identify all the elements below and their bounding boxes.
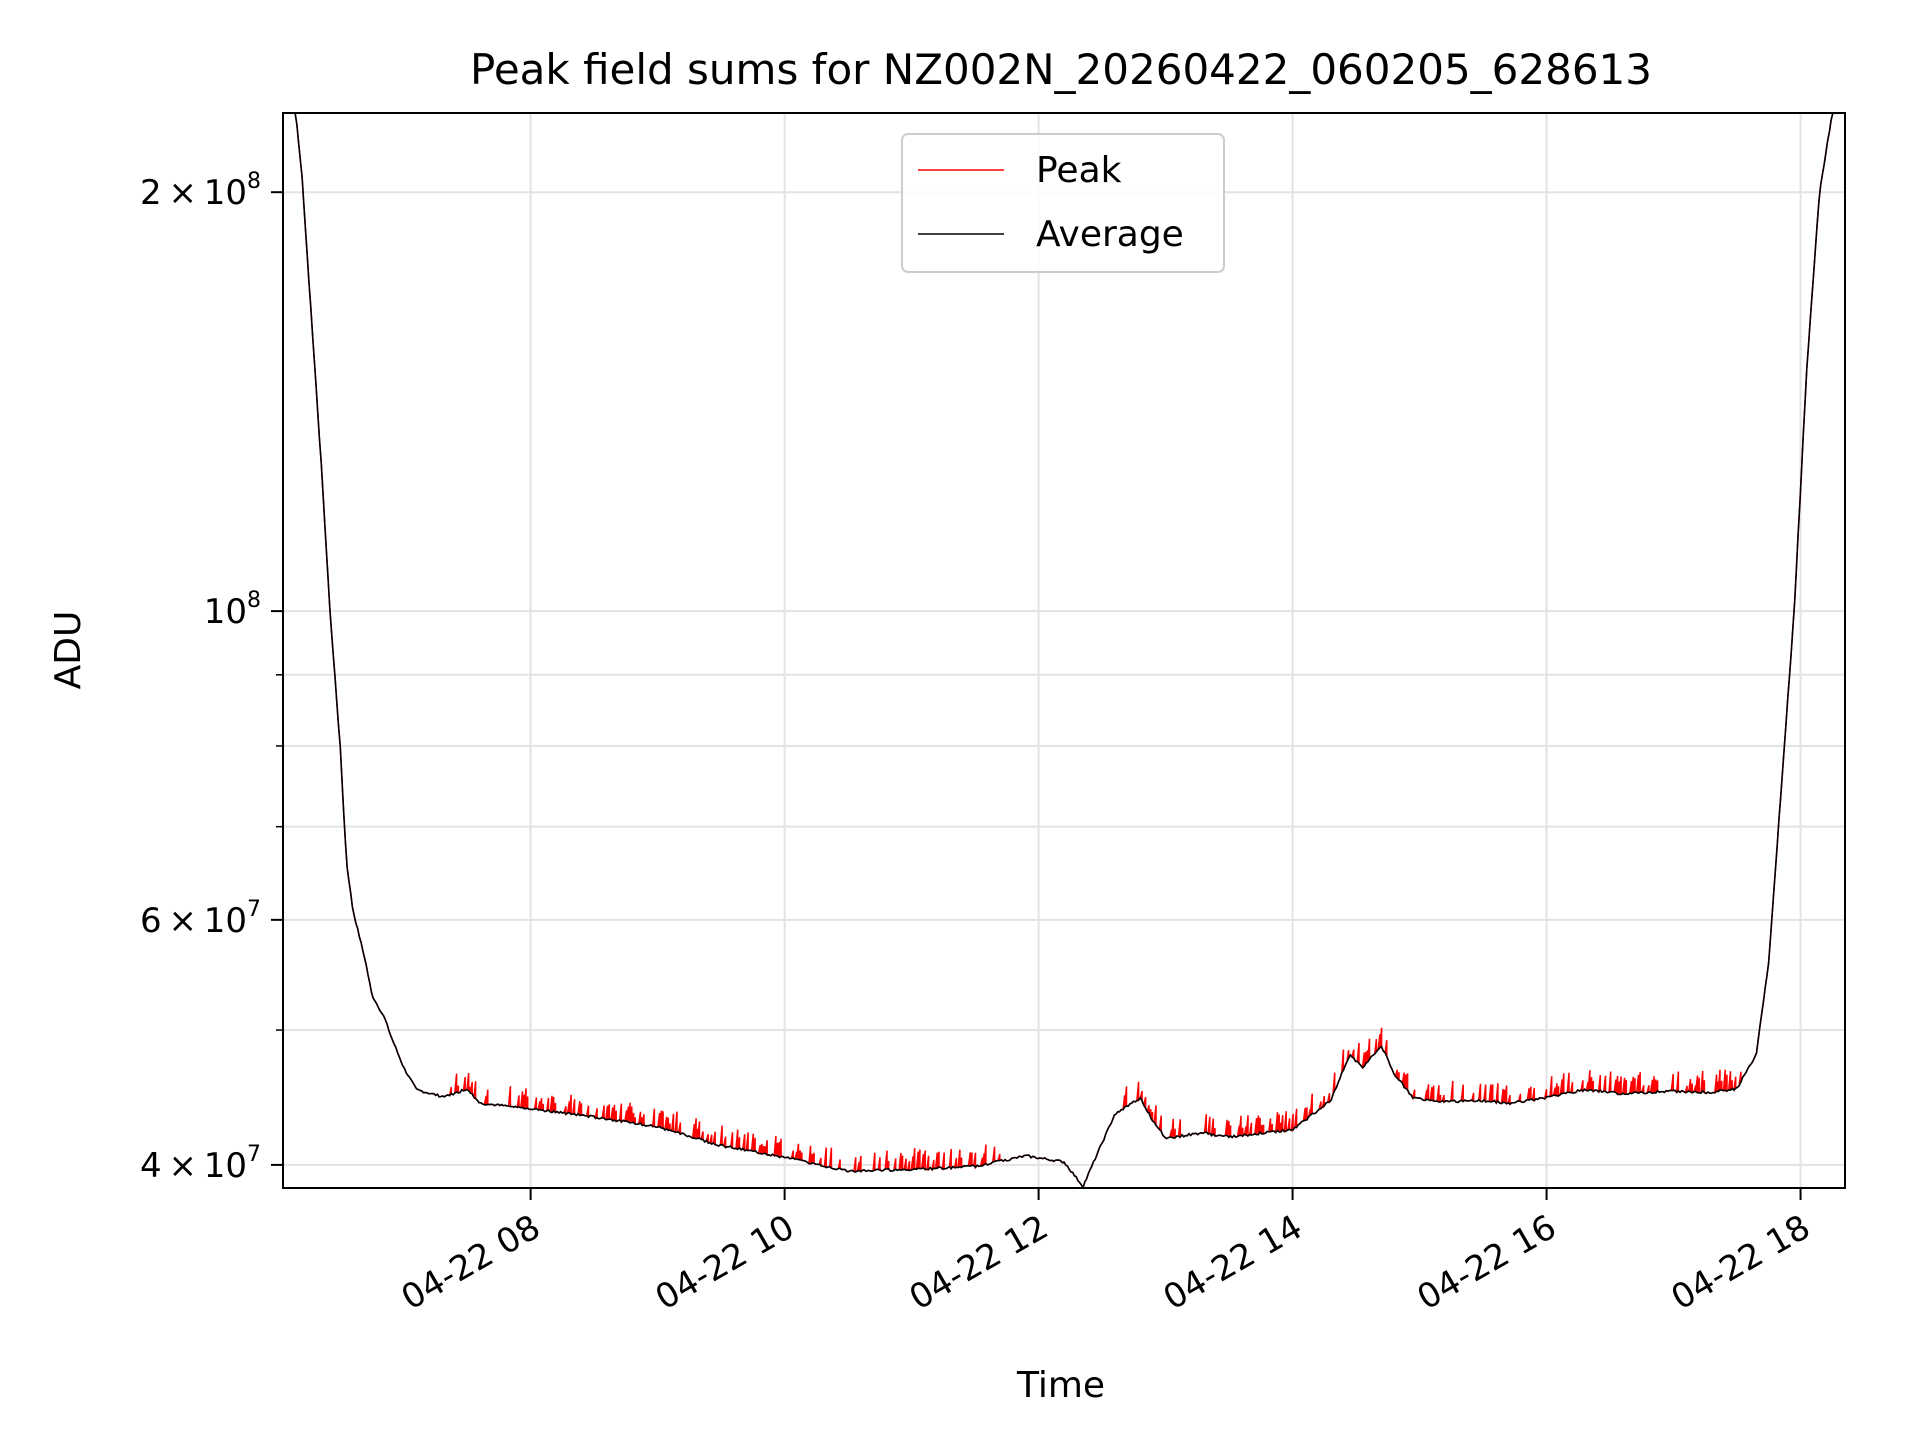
axes-frame [282, 112, 1846, 1189]
y-tick-label: 2 × 108 [140, 169, 261, 213]
chart-title: Peak field sums for NZ002N_20260422_0602… [470, 45, 1652, 94]
legend-average-label: Average [1036, 214, 1184, 255]
y-tick-label: 4 × 107 [140, 1142, 261, 1186]
x-axis-label: Time [1016, 1365, 1105, 1406]
y-tick-label: 6 × 107 [140, 897, 261, 941]
plot-area [283, 112, 1845, 1190]
legend-box [901, 133, 1225, 273]
legend-peak-label: Peak [1036, 150, 1122, 191]
y-tick-label: 108 [204, 588, 261, 632]
series-average-line [283, 112, 1845, 1190]
y-axis-label: ADU [48, 611, 89, 690]
legend: Peak Average [901, 133, 1225, 273]
